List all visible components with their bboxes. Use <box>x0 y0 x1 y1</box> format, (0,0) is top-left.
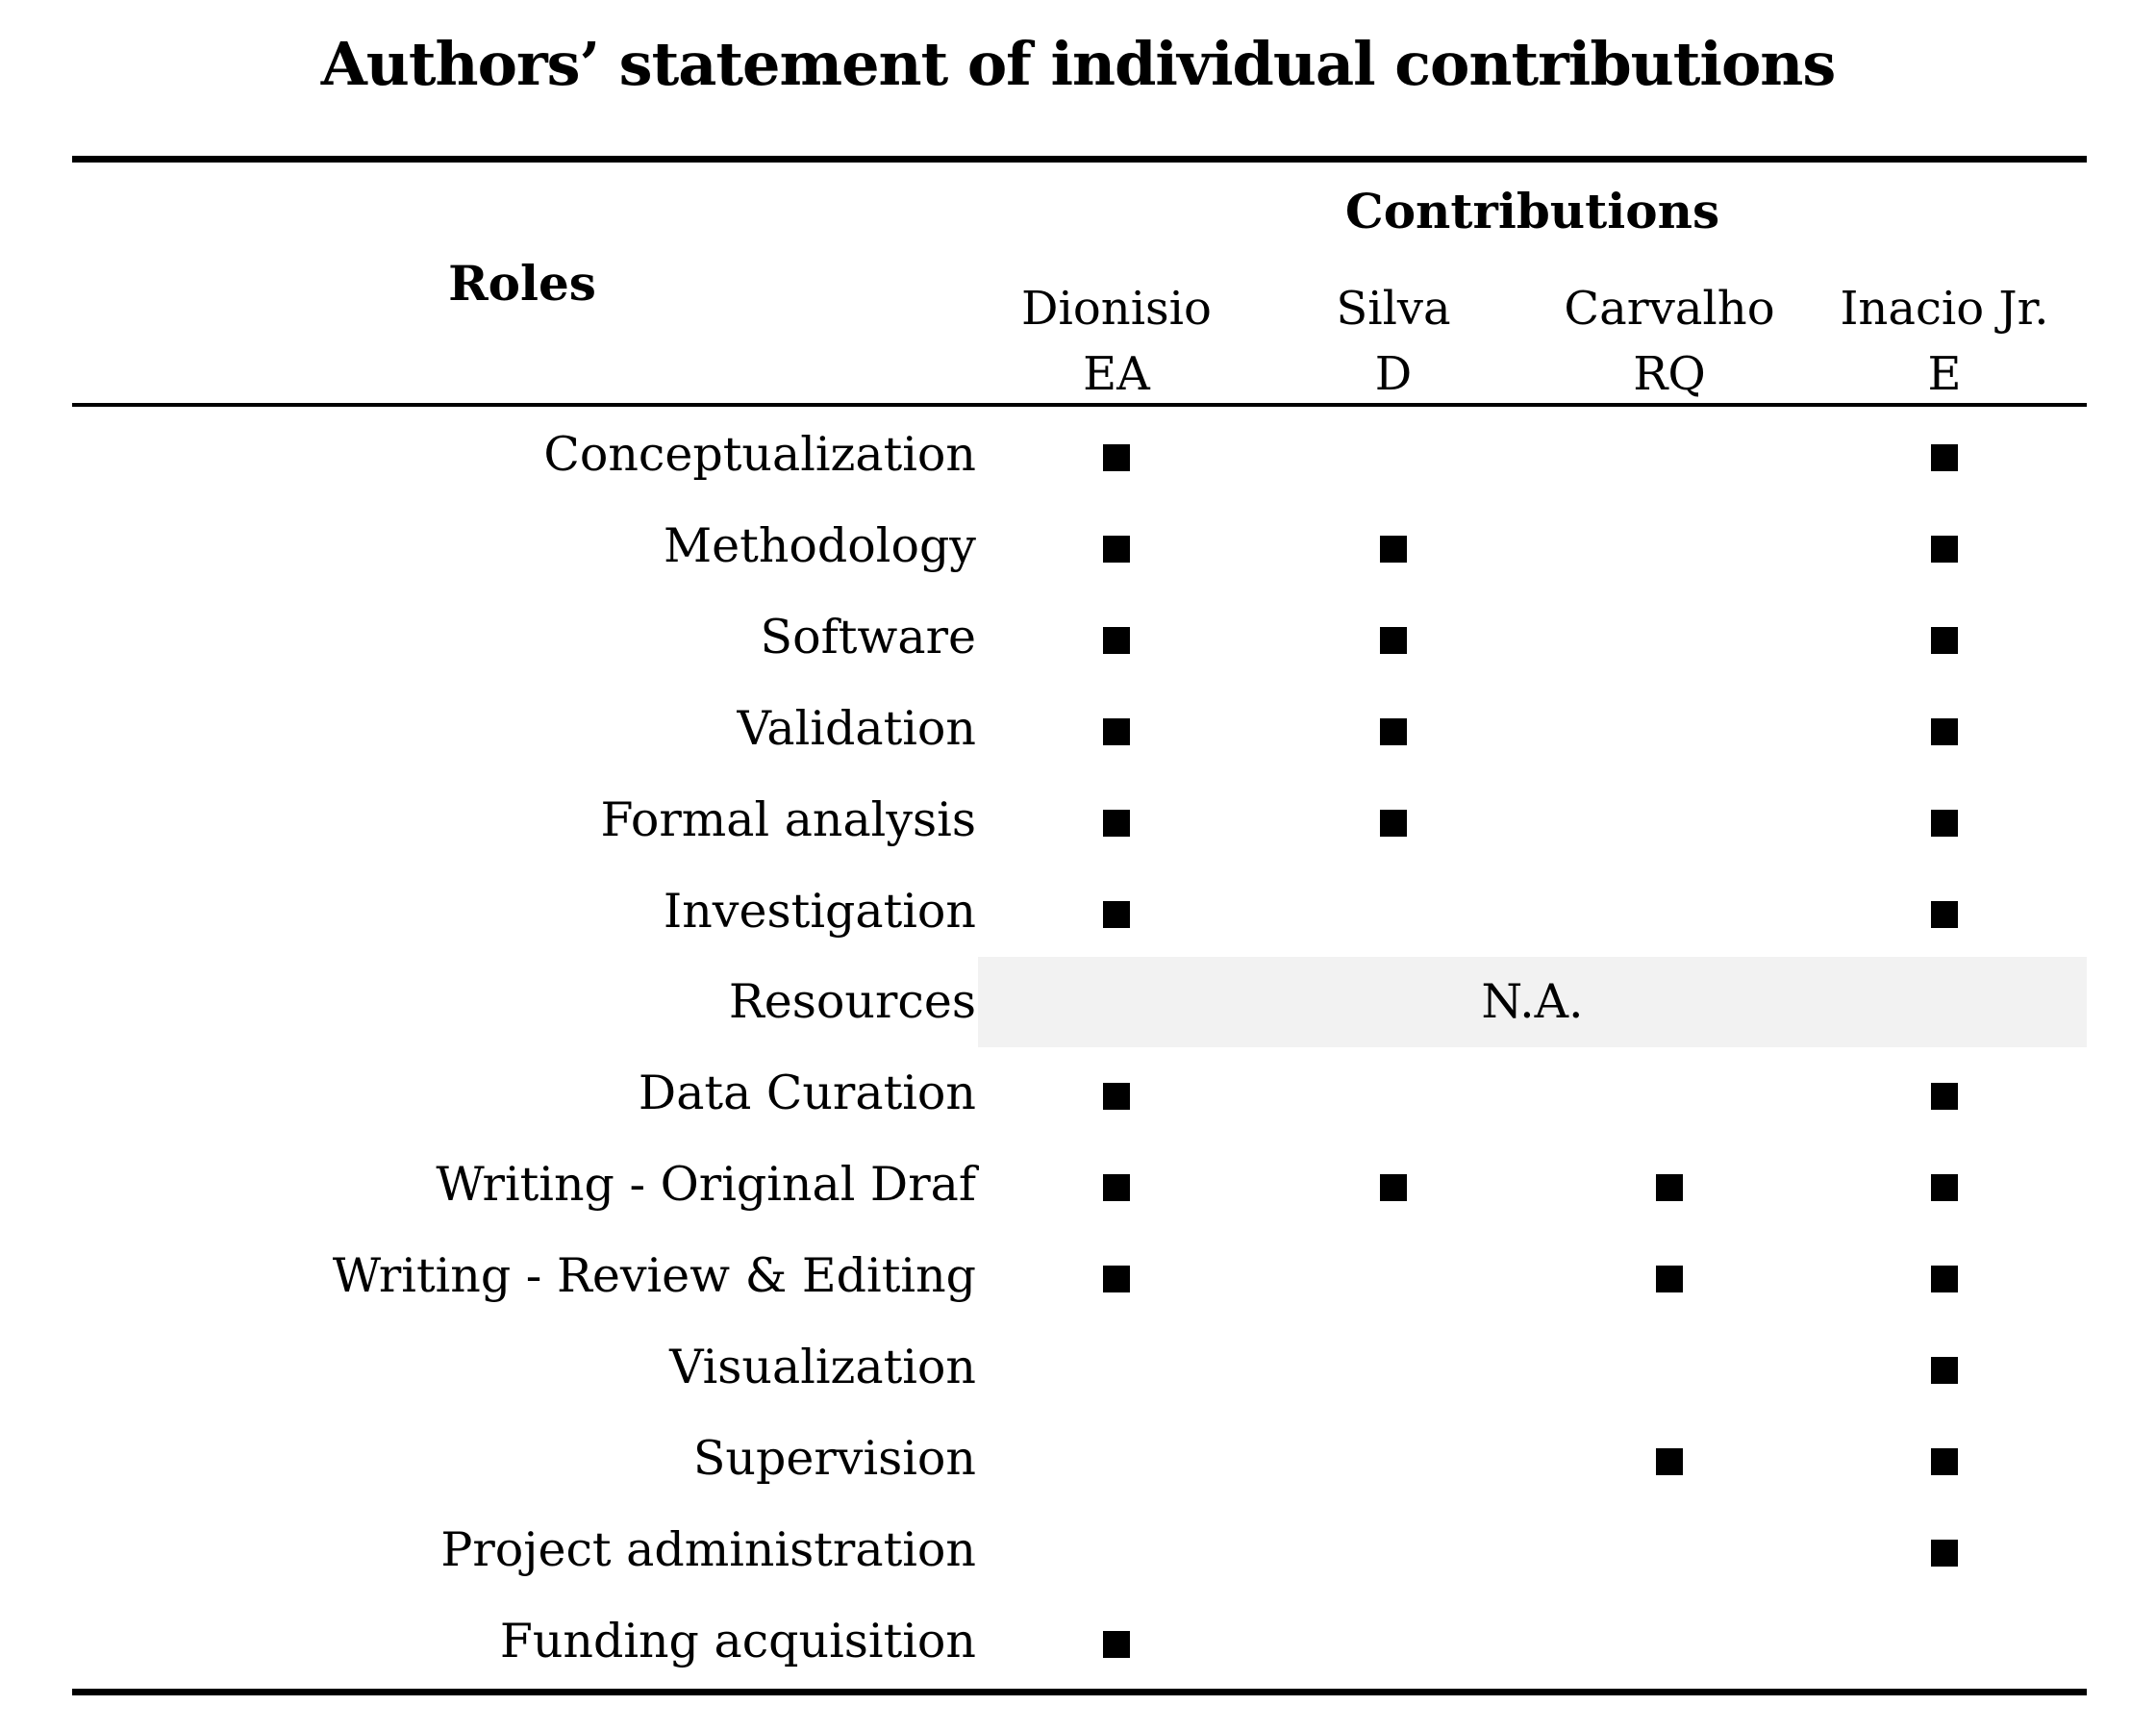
header-rule <box>72 403 2087 407</box>
contribution-mark-icon <box>1931 1266 1958 1293</box>
role-label: Writing - Review & Editing <box>332 1248 976 1304</box>
table-row: Investigation <box>0 866 2156 958</box>
contribution-mark-icon <box>1931 626 1958 654</box>
top-rule <box>72 156 2087 163</box>
author-column-header: Carvalho RQ <box>1535 276 1804 407</box>
table-row: Funding acquisition <box>0 1596 2156 1688</box>
contribution-mark-icon <box>1931 1539 1958 1567</box>
role-label: Writing - Original Draf <box>436 1157 976 1213</box>
author-initials: EA <box>1083 347 1150 401</box>
na-shading <box>978 957 2087 1048</box>
table-row: Writing - Review & Editing <box>0 1231 2156 1322</box>
contribution-mark-icon <box>1931 1357 1958 1384</box>
author-name: Silva <box>1336 282 1451 336</box>
contribution-mark-icon <box>1103 626 1130 654</box>
table-row: Visualization <box>0 1322 2156 1414</box>
contribution-mark-icon <box>1931 444 1958 471</box>
author-name: Dionisio <box>1021 282 1212 336</box>
role-label: Funding acquisition <box>499 1613 976 1668</box>
role-label: Resources <box>728 974 976 1030</box>
author-name: Inacio Jr. <box>1840 282 2049 336</box>
table-row: Formal analysis <box>0 775 2156 866</box>
table-row: Project administration <box>0 1505 2156 1596</box>
table-title: Authors’ statement of individual contrib… <box>320 29 1837 99</box>
table-row: Methodology <box>0 501 2156 592</box>
contribution-mark-icon <box>1103 1630 1130 1658</box>
contribution-mark-icon <box>1103 1083 1130 1111</box>
role-label: Software <box>760 609 976 665</box>
contribution-mark-icon <box>1380 1174 1407 1202</box>
role-label: Formal analysis <box>600 791 976 847</box>
contribution-mark-icon <box>1931 1447 1958 1475</box>
contribution-mark-icon <box>1380 717 1407 745</box>
contribution-mark-icon <box>1103 717 1130 745</box>
contribution-mark-icon <box>1656 1174 1683 1202</box>
contribution-mark-icon <box>1103 900 1130 928</box>
roles-header: Roles <box>448 255 596 312</box>
bottom-rule <box>72 1689 2087 1695</box>
na-label: N.A. <box>1481 974 1584 1030</box>
table-row: Writing - Original Draf <box>0 1140 2156 1231</box>
contribution-mark-icon <box>1931 900 1958 928</box>
contribution-mark-icon <box>1103 1266 1130 1293</box>
author-column-header: Dionisio EA <box>982 276 1251 407</box>
table-row: Supervision <box>0 1414 2156 1505</box>
contribution-mark-icon <box>1656 1266 1683 1293</box>
role-label: Conceptualization <box>543 427 976 482</box>
role-label: Validation <box>737 700 976 756</box>
contributions-header: Contributions <box>1344 183 1720 239</box>
author-column-header: Inacio Jr. E <box>1810 276 2079 407</box>
contribution-mark-icon <box>1380 535 1407 563</box>
role-label: Data Curation <box>638 1066 976 1121</box>
role-label: Project administration <box>440 1521 976 1577</box>
role-label: Investigation <box>663 883 976 939</box>
contribution-mark-icon <box>1931 809 1958 837</box>
role-label: Visualization <box>669 1340 976 1394</box>
role-label: Supervision <box>692 1430 976 1486</box>
author-initials: RQ <box>1633 347 1706 401</box>
contribution-mark-icon <box>1103 809 1130 837</box>
table-row: Data Curation <box>0 1048 2156 1140</box>
contribution-mark-icon <box>1931 535 1958 563</box>
table-row: Conceptualization <box>0 410 2156 501</box>
author-initials: E <box>1927 347 1962 401</box>
table-row: N.A. Resources <box>0 957 2156 1048</box>
contribution-mark-icon <box>1931 1083 1958 1111</box>
contribution-mark-icon <box>1103 444 1130 471</box>
contribution-mark-icon <box>1103 535 1130 563</box>
table-row: Software <box>0 592 2156 684</box>
contribution-mark-icon <box>1103 1174 1130 1202</box>
contribution-mark-icon <box>1380 626 1407 654</box>
contribution-mark-icon <box>1931 1174 1958 1202</box>
contribution-mark-icon <box>1380 809 1407 837</box>
author-initials: D <box>1374 347 1413 401</box>
author-name: Carvalho <box>1564 282 1775 336</box>
contribution-mark-icon <box>1931 717 1958 745</box>
role-label: Methodology <box>663 517 976 573</box>
table-row: Validation <box>0 684 2156 775</box>
author-column-header: Silva D <box>1259 276 1528 407</box>
contribution-mark-icon <box>1656 1447 1683 1475</box>
